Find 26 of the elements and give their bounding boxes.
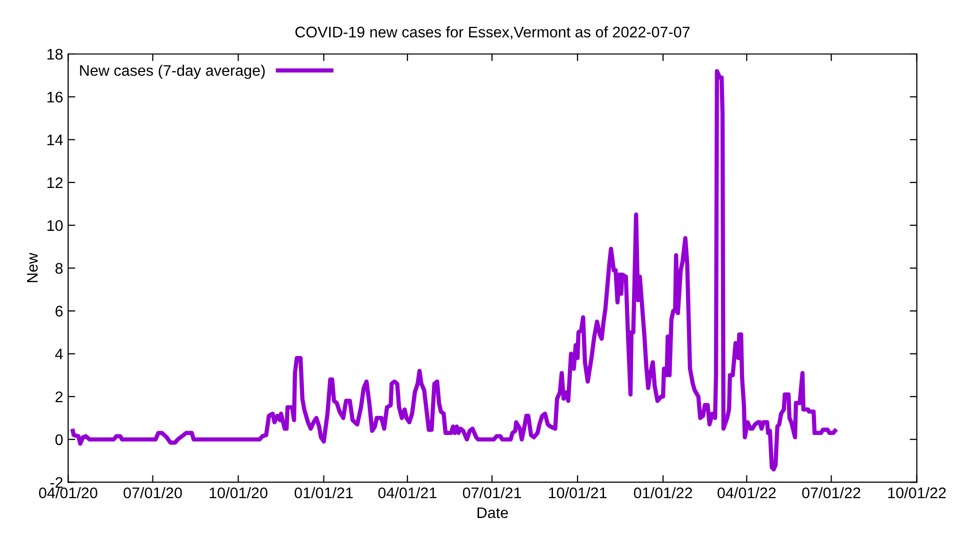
y-tick-label: 6	[56, 306, 63, 317]
y-tick-label: 10	[47, 220, 63, 231]
y-tick-label: -2	[50, 477, 63, 488]
y-tick-label: 0	[55, 434, 63, 446]
y-tick-label: 12	[47, 177, 63, 188]
x-tick-label: 10/01/21	[548, 487, 607, 498]
x-tick-label: 07/01/22	[802, 487, 860, 498]
chart-title: COVID-19 new cases for Essex,Vermont as of 2022-07-07	[295, 26, 690, 40]
x-tick-label: 10/01/20	[210, 487, 268, 498]
legend-label: New cases (7-day average)	[80, 64, 265, 79]
y-tick-label: 14	[47, 134, 63, 146]
y-tick-label: 8	[55, 262, 63, 274]
y-tick-label: 18	[47, 48, 63, 60]
y-tick-label: 16	[47, 92, 63, 103]
x-tick-label: 10/01/22	[888, 487, 946, 498]
x-tick-label: 01/01/22	[634, 487, 692, 498]
x-tick-label: 01/01/21	[294, 487, 353, 498]
x-tick-label: 07/01/20	[124, 487, 182, 498]
y-axis-title: New	[27, 252, 38, 282]
x-tick-label: 07/01/21	[462, 487, 522, 498]
x-axis-title: Date	[478, 507, 508, 518]
x-tick-label: 04/01/20	[39, 487, 98, 498]
y-tick-label: 2	[56, 391, 63, 402]
y-tick-label: 4	[55, 348, 63, 360]
x-tick-label: 04/01/21	[378, 487, 436, 498]
x-tick-label: 04/01/22	[718, 487, 776, 498]
